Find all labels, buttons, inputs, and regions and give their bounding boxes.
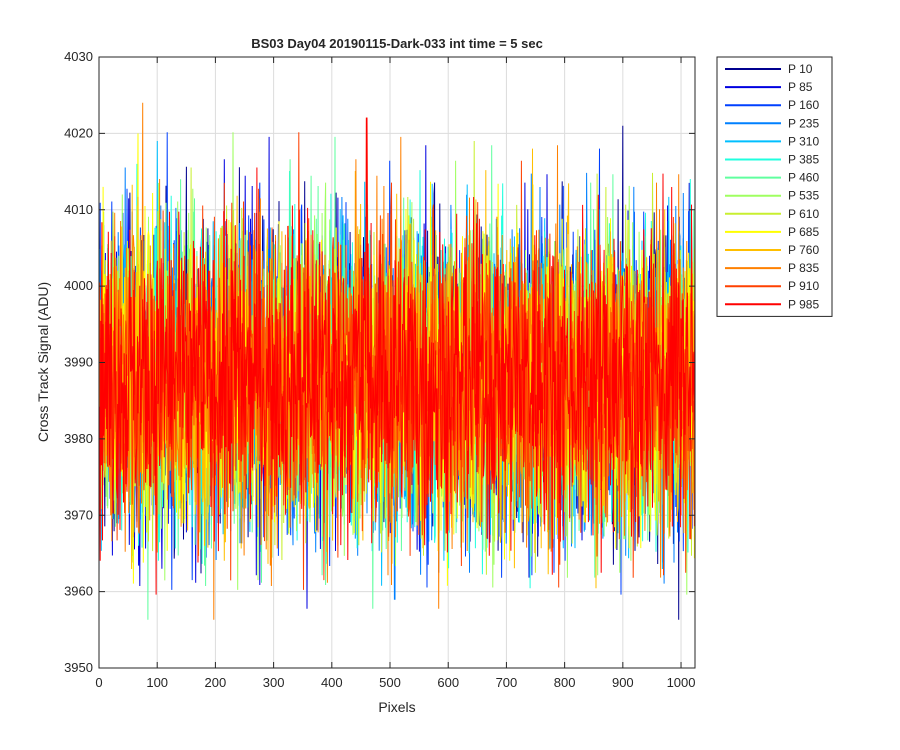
legend-label: P 460 (788, 171, 819, 185)
y-tick-label: 4020 (64, 125, 93, 140)
y-tick-label: 3970 (64, 507, 93, 522)
x-tick-label: 700 (496, 675, 518, 690)
y-tick-label: 4030 (64, 49, 93, 64)
legend-box (716, 56, 833, 317)
legend-label: P 10 (788, 62, 813, 76)
x-tick-label: 800 (554, 675, 576, 690)
y-axis-label: Cross Track Signal (ADU) (35, 282, 51, 442)
y-tick-label: 3960 (64, 584, 93, 599)
legend: P 10 P 85 P 160 P 235 P 310 P 385 P 460 P 535 P … (716, 56, 833, 317)
x-tick-label: 100 (146, 675, 168, 690)
y-tick-label: 3950 (64, 660, 93, 675)
legend-label: P 685 (788, 225, 819, 239)
x-tick-label: 0 (95, 675, 102, 690)
legend-label: P 385 (788, 153, 819, 167)
x-tick-label: 200 (205, 675, 227, 690)
legend-label: P 985 (788, 297, 819, 311)
x-tick-label: 500 (379, 675, 401, 690)
x-tick-label: 900 (612, 675, 634, 690)
y-tick-label: 3980 (64, 431, 93, 446)
legend-label: P 910 (788, 279, 819, 293)
x-tick-label: 300 (263, 675, 285, 690)
legend-label: P 610 (788, 207, 819, 221)
legend-label: P 160 (788, 98, 819, 112)
chart-title: BS03 Day04 20190115-Dark-033 int time = … (251, 36, 543, 51)
series-line-p-985 (99, 117, 695, 595)
legend-label: P 535 (788, 189, 819, 203)
y-tick-label: 4000 (64, 278, 93, 293)
x-axis-ticks: 0 100 200 300 400 500 600 700 800 900 1000 (95, 57, 695, 690)
series-lines (99, 102, 695, 620)
y-tick-label: 3990 (64, 355, 93, 370)
legend-label: P 310 (788, 134, 819, 148)
x-tick-label: 1000 (667, 675, 696, 690)
y-axis-ticks: 3950 3960 3970 3980 3990 4000 4010 4020 4030 (64, 49, 695, 675)
legend-label: P 835 (788, 261, 819, 275)
legend-label: P 235 (788, 116, 819, 130)
x-axis-label: Pixels (378, 699, 415, 715)
legend-label: P 760 (788, 243, 819, 257)
x-tick-label: 400 (321, 675, 343, 690)
x-tick-label: 600 (437, 675, 459, 690)
legend-label: P 85 (788, 80, 813, 94)
y-tick-label: 4010 (64, 202, 93, 217)
